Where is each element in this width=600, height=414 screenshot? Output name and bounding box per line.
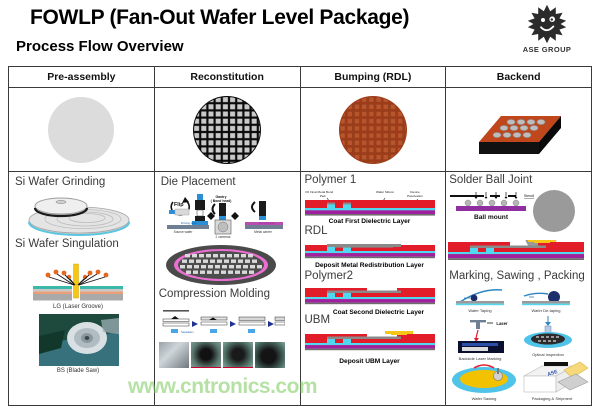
molded-package-block-icon xyxy=(478,115,561,154)
col3-caption-4: Deposit UBM Layer xyxy=(339,358,400,365)
svg-text:Ball mount: Ball mount xyxy=(474,214,509,221)
icon-cell-pre-assembly xyxy=(9,88,155,171)
ball-mount-illustration: Stencil Ball mount xyxy=(450,190,576,232)
molding-photo-1 xyxy=(158,342,189,368)
icon-cell-reconstitution xyxy=(155,88,301,171)
svg-text:Optical Inspection: Optical Inspection xyxy=(532,352,564,357)
col3-section-polymer2: Polymer2 xyxy=(304,270,354,282)
logo-text: ASE GROUP xyxy=(522,45,572,54)
slide-header: FOWLP (Fan-Out Wafer Level Package) Proc… xyxy=(0,0,600,66)
svg-text:Separation: Separation xyxy=(181,330,194,334)
bumped-brown-wafer-icon xyxy=(338,95,407,164)
col1-section-grinding: Si Wafer Grinding xyxy=(15,176,106,188)
svg-text:2 cameras: 2 cameras xyxy=(215,235,230,239)
compression-molding-photos xyxy=(158,342,285,368)
svg-text:Source wafer: Source wafer xyxy=(173,230,193,234)
svg-text:Packaging & Shipment: Packaging & Shipment xyxy=(532,396,573,401)
svg-text:Device: Device xyxy=(410,190,420,194)
svg-text:Wafer Silicon: Wafer Silicon xyxy=(375,190,393,194)
table-body-row: Si Wafer Grinding Si Wafer Singulation xyxy=(9,172,591,405)
col3-caption-2: Deposit Metal Redistribution Layer xyxy=(315,262,424,269)
col3-caption-1: Coat First Dielectric Layer xyxy=(328,218,411,225)
col1-caption-lg: LG (Laser Groove) xyxy=(52,304,104,310)
svg-text:Bonding film: Bonding film xyxy=(259,221,275,225)
sun-face-logo-icon xyxy=(527,4,567,44)
svg-text:Laser: Laser xyxy=(497,321,509,326)
page-subtitle: Process Flow Overview xyxy=(16,38,184,55)
die-placement-illustration: Flip Gantry ( Bond head) xyxy=(166,194,283,239)
body-cell-reconstitution: Die Placement Flip Gantry ( Bond head) xyxy=(155,172,301,405)
compression-molding-illustration: Separation xyxy=(162,310,285,334)
blade-saw-photo xyxy=(39,314,119,366)
molding-photo-4 xyxy=(254,342,285,368)
col3-section-polymer1: Polymer 1 xyxy=(304,174,357,186)
column-header-reconstitution: Reconstitution xyxy=(155,67,301,87)
svg-text:Wafer Taping: Wafer Taping xyxy=(469,308,492,313)
molding-photo-3 xyxy=(222,342,253,368)
svg-text:Metal carrier: Metal carrier xyxy=(254,230,273,234)
ubm-cross-section xyxy=(304,331,435,351)
svg-text:Backside Laser Marking: Backside Laser Marking xyxy=(459,356,502,361)
col3-section-ubm: UBM xyxy=(304,314,331,326)
svg-text:( Bond head): ( Bond head) xyxy=(210,199,231,203)
col1-caption-bs: BS (Blade Saw) xyxy=(56,368,100,374)
reconstituted-black-wafer-icon xyxy=(193,95,262,164)
body-cell-bumping: Polymer 1 I/O Final Metal Bond Pad. Wafe… xyxy=(301,172,447,405)
svg-text:Gantry: Gantry xyxy=(215,195,226,199)
svg-text:Wafer De-taping: Wafer De-taping xyxy=(532,308,561,313)
polymer2-cross-section xyxy=(304,288,435,305)
icon-cell-backend xyxy=(446,88,591,171)
svg-text:Driving tape: Driving tape xyxy=(181,221,197,225)
svg-text:Passivation: Passivation xyxy=(407,194,423,198)
col4-section-marking-sawing-packing: Marking, Sawing , Packing xyxy=(449,270,585,282)
svg-text:I/O Final Metal Bond: I/O Final Metal Bond xyxy=(305,190,333,194)
col2-section-compression-molding: Compression Molding xyxy=(158,288,270,300)
ase-group-logo: ASE GROUP xyxy=(504,4,590,62)
col2-section-die-placement: Die Placement xyxy=(160,176,236,188)
svg-text:ASE: ASE xyxy=(547,369,559,378)
icon-cell-bumping xyxy=(301,88,447,171)
laser-groove-illustration xyxy=(33,263,123,301)
backend-steps-illustration: Wafer Taping Wafer De-taping Laser xyxy=(452,288,589,401)
table-icon-row xyxy=(9,88,591,172)
svg-text:Stencil: Stencil xyxy=(524,194,534,198)
svg-text:Wafer Sawing: Wafer Sawing xyxy=(472,396,497,401)
body-cell-backend: Solder Ball Joint Stencil xyxy=(446,172,591,405)
column-header-pre-assembly: Pre-assembly xyxy=(9,67,155,87)
svg-text:Pad.: Pad. xyxy=(319,194,326,198)
col4-section-solder-ball-joint: Solder Ball Joint xyxy=(449,174,533,186)
page-title: FOWLP (Fan-Out Wafer Level Package) xyxy=(30,6,410,29)
col3-caption-3: Coat Second Dielectric Layer xyxy=(332,309,425,316)
rdl-cross-section xyxy=(304,244,435,259)
col1-section-singulation: Si Wafer Singulation xyxy=(15,238,119,250)
column-header-bumping: Bumping (RDL) xyxy=(301,67,447,87)
reconstituted-wafer-illustration xyxy=(165,245,276,285)
molding-photo-2 xyxy=(190,342,221,368)
body-cell-pre-assembly: Si Wafer Grinding Si Wafer Singulation xyxy=(9,172,155,405)
solder-ball-cross-section xyxy=(448,240,585,260)
wafer-grinding-illustration xyxy=(28,197,130,236)
table-header-row: Pre-assembly Reconstitution Bumping (RDL… xyxy=(9,67,591,88)
process-flow-table: Pre-assembly Reconstitution Bumping (RDL… xyxy=(8,66,592,406)
blank-silicon-wafer-icon xyxy=(48,96,115,163)
col3-section-rdl: RDL xyxy=(304,225,328,237)
column-header-backend: Backend xyxy=(496,71,541,83)
polymer1-cross-section: I/O Final Metal Bond Pad. Wafer Silicon … xyxy=(304,190,435,216)
svg-text:Flip: Flip xyxy=(174,202,184,208)
